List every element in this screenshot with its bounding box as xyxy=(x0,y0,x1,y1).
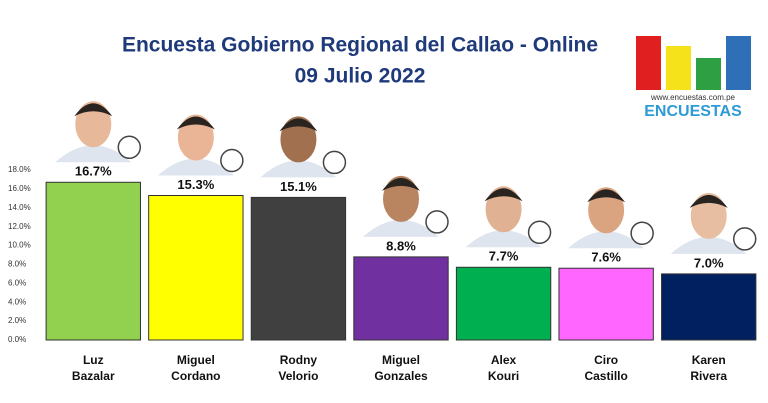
value-label: 16.7% xyxy=(75,164,112,179)
y-tick-label: 12.0% xyxy=(8,222,31,231)
candidate-photo xyxy=(260,116,347,178)
value-label: 8.8% xyxy=(386,238,416,253)
x-tick-label: Miguel Cordano xyxy=(171,353,221,383)
x-tick-label: Karen Rivera xyxy=(690,353,728,383)
x-tick-label: Luz Bazalar xyxy=(71,353,115,383)
value-label: 7.6% xyxy=(591,250,621,265)
bar xyxy=(250,196,347,341)
candidate-photo xyxy=(568,187,654,249)
candidate-photo xyxy=(363,175,449,237)
x-tick-label: Alex Kouri xyxy=(487,353,520,383)
y-tick-label: 0.0% xyxy=(8,335,26,344)
x-tick-label: Rodny Velorio xyxy=(278,353,319,383)
candidate-photo xyxy=(465,186,552,248)
value-label: 7.0% xyxy=(694,255,724,270)
y-tick-label: 6.0% xyxy=(8,278,26,287)
value-label: 7.7% xyxy=(489,249,519,264)
brand-name: ENCUESTAS xyxy=(644,103,742,120)
y-tick-label: 18.0% xyxy=(8,165,31,174)
y-tick-label: 10.0% xyxy=(8,241,31,250)
bar xyxy=(353,256,449,341)
bar xyxy=(661,273,757,341)
bar xyxy=(148,195,244,341)
candidate-photo xyxy=(670,192,757,254)
y-tick-label: 16.0% xyxy=(8,184,31,193)
brand-logo: www.encuestas.com.pe ENCUESTAS xyxy=(636,36,751,120)
y-tick-label: 4.0% xyxy=(8,297,26,306)
candidate-photo xyxy=(55,101,142,163)
bar xyxy=(45,181,141,341)
bar xyxy=(558,267,654,341)
x-tick-label: Miguel Gonzales xyxy=(374,353,428,383)
y-tick-label: 8.0% xyxy=(8,260,26,269)
brand-url: www.encuestas.com.pe xyxy=(650,93,736,102)
x-tick-label: Ciro Castillo xyxy=(584,353,628,383)
bar xyxy=(455,266,552,341)
y-tick-label: 14.0% xyxy=(8,203,31,212)
value-label: 15.3% xyxy=(177,177,214,192)
chart-subtitle: 09 Julio 2022 xyxy=(295,65,426,88)
candidate-photo xyxy=(157,114,244,176)
y-tick-label: 2.0% xyxy=(8,316,26,325)
chart-title: Encuesta Gobierno Regional del Callao - … xyxy=(122,34,598,57)
value-label: 15.1% xyxy=(280,179,317,194)
